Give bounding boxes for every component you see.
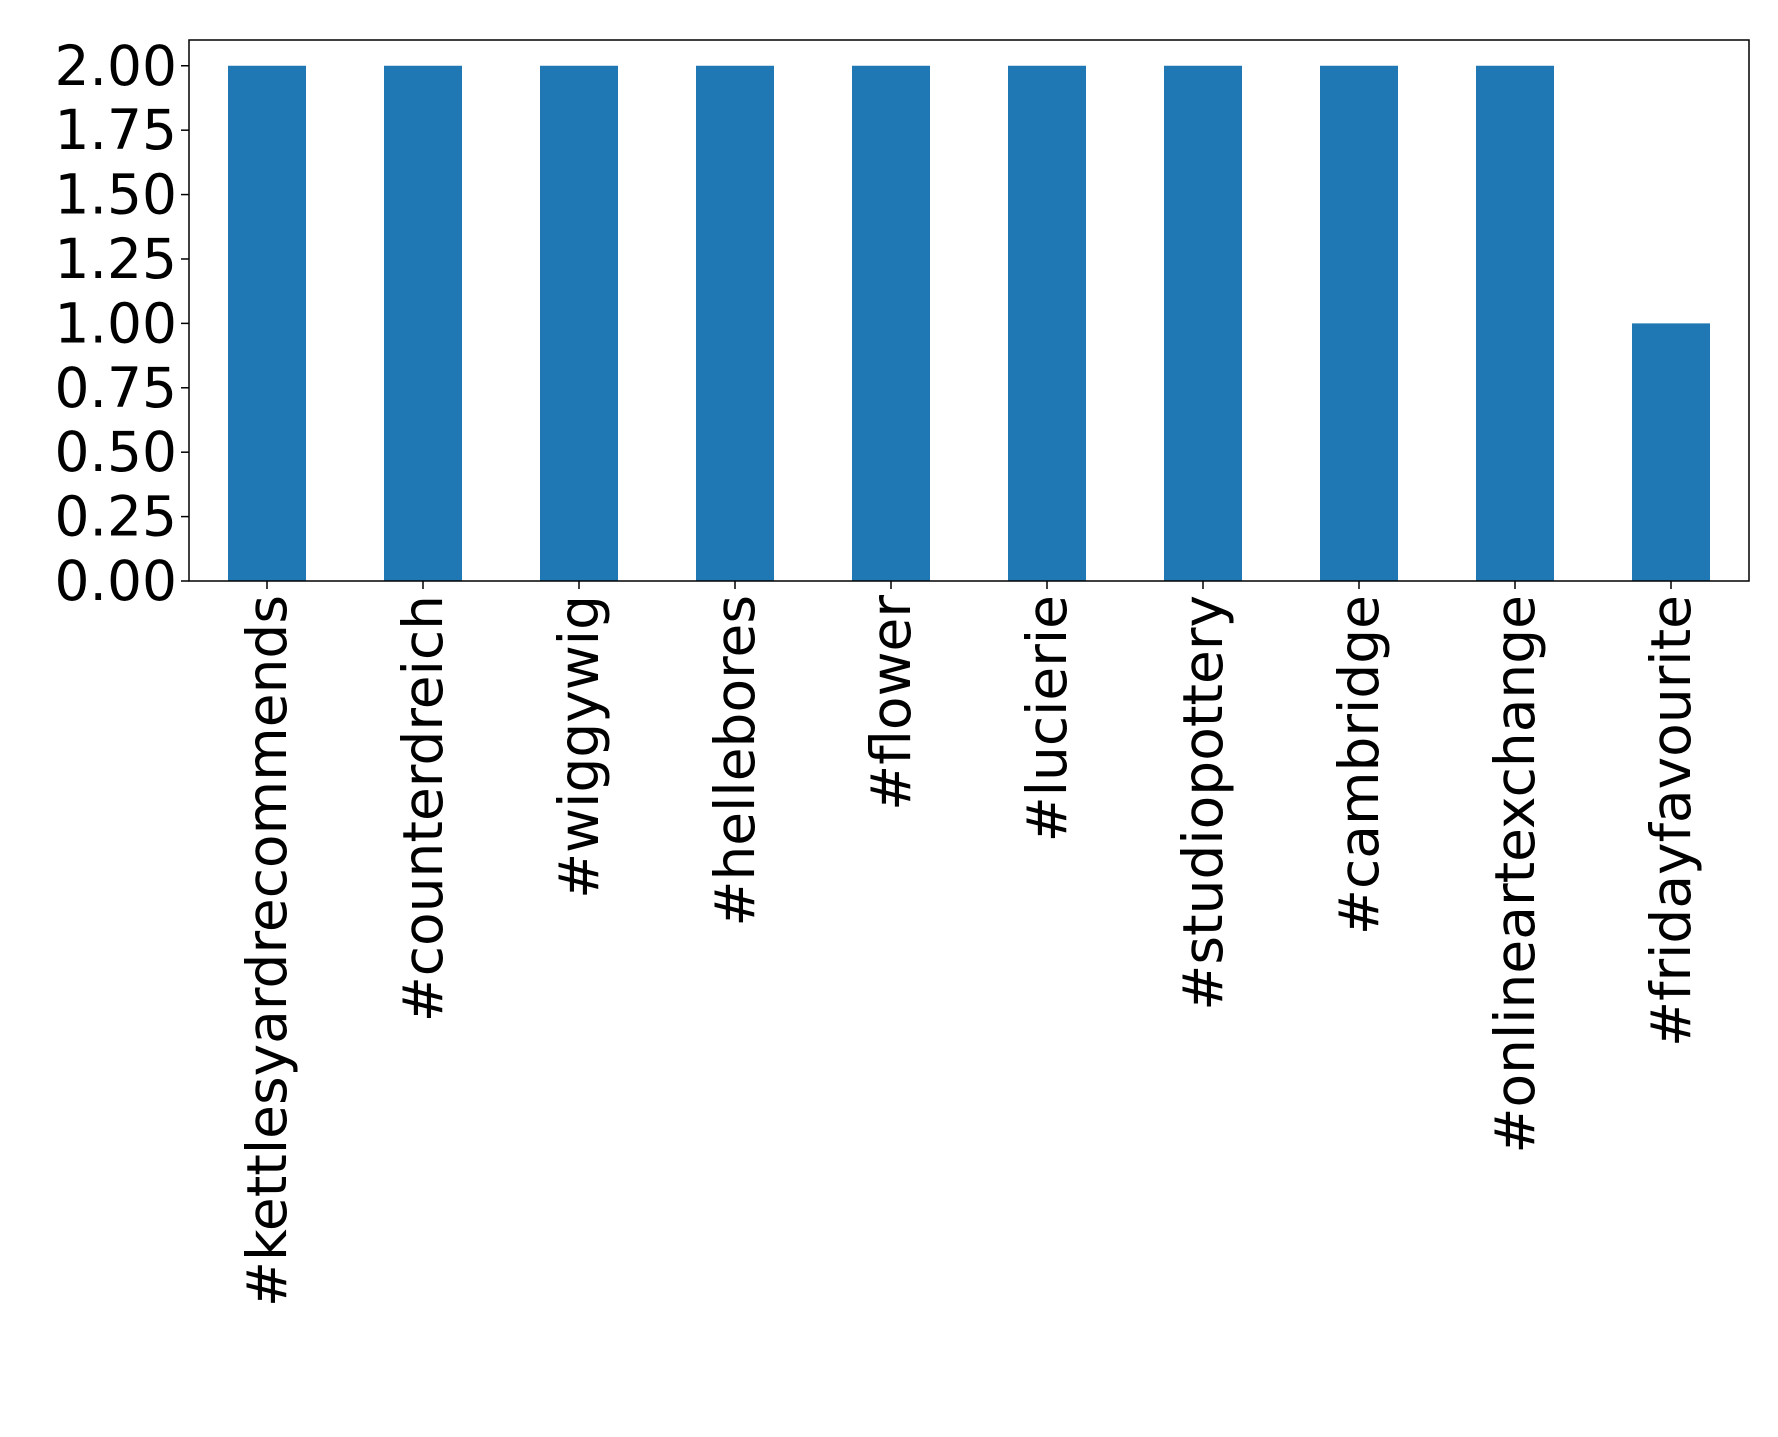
bar	[1476, 65, 1554, 581]
bar	[696, 65, 774, 581]
x-tick-label: #fridayfavourite	[1639, 595, 1703, 1047]
y-tick-label: 1.00	[55, 291, 177, 355]
y-tick-label: 1.50	[55, 163, 177, 227]
bar	[1164, 65, 1242, 581]
x-tick-label: #lucierie	[1015, 595, 1079, 842]
y-tick-label: 1.75	[55, 98, 177, 162]
x-tick-label: #kettlesyardrecommends	[235, 595, 299, 1307]
bar	[1632, 323, 1710, 581]
y-tick-label: 1.25	[55, 227, 177, 291]
bar	[852, 65, 930, 581]
x-tick-label: #wiggywig	[547, 595, 611, 899]
x-tick-label: #cambridge	[1327, 595, 1391, 935]
bar	[384, 65, 462, 581]
x-tick-label: #counterdreich	[391, 595, 455, 1022]
y-tick-label: 2.00	[55, 34, 177, 98]
y-tick-label: 0.50	[55, 420, 177, 484]
y-tick-label: 0.75	[55, 356, 177, 420]
bar	[1008, 65, 1086, 581]
bar	[1320, 65, 1398, 581]
bar	[228, 65, 306, 581]
x-tick-label: #hellebores	[703, 595, 767, 927]
plot-frame	[188, 39, 1750, 582]
bar	[540, 65, 618, 581]
y-tick-label: 0.25	[55, 485, 177, 549]
x-tick-label: #onlineartexchange	[1483, 595, 1547, 1154]
y-tick-label: 0.00	[55, 549, 177, 613]
x-tick-label: #studiopottery	[1171, 595, 1235, 1011]
x-tick-label: #flower	[859, 595, 923, 811]
